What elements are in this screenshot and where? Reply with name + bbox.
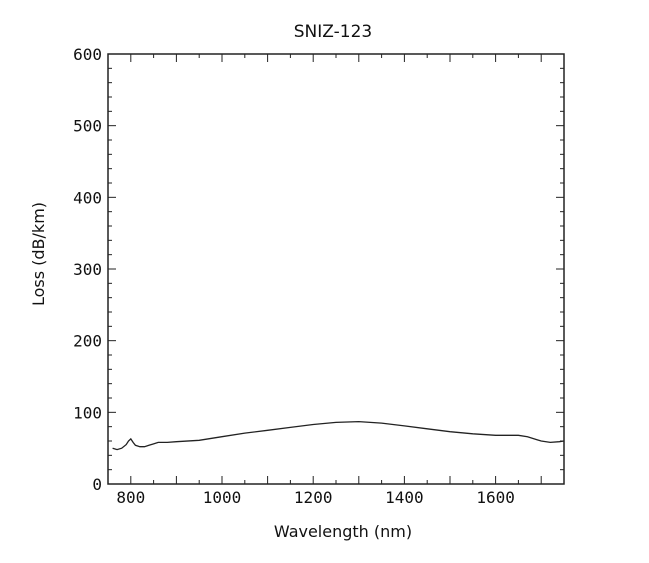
y-tick-label: 500 [73,117,102,136]
y-tick-label: 200 [73,332,102,351]
x-tick-label: 1600 [476,488,515,507]
y-tick-label: 0 [92,475,102,494]
y-tick-label: 600 [73,45,102,64]
y-tick-label: 300 [73,260,102,279]
x-axis-title: Wavelength (nm) [274,522,412,541]
x-tick-labels: 800 1000 1200 1400 1600 [116,488,515,507]
y-axis-title: Loss (dB/km) [29,202,48,306]
y-tick-label: 400 [73,188,102,207]
x-tick-label: 1200 [294,488,333,507]
minor-ticks [107,54,565,484]
y-tick-label: 100 [73,403,102,422]
chart-title: SNIZ-123 [294,22,372,42]
x-tick-label: 800 [116,488,145,507]
major-ticks [108,53,564,485]
x-tick-label: 1000 [203,488,242,507]
x-tick-label: 1400 [385,488,424,507]
loss-curve [112,420,565,451]
plot-frame [107,53,565,485]
y-tick-labels: 0 100 200 300 400 500 600 [73,45,102,494]
